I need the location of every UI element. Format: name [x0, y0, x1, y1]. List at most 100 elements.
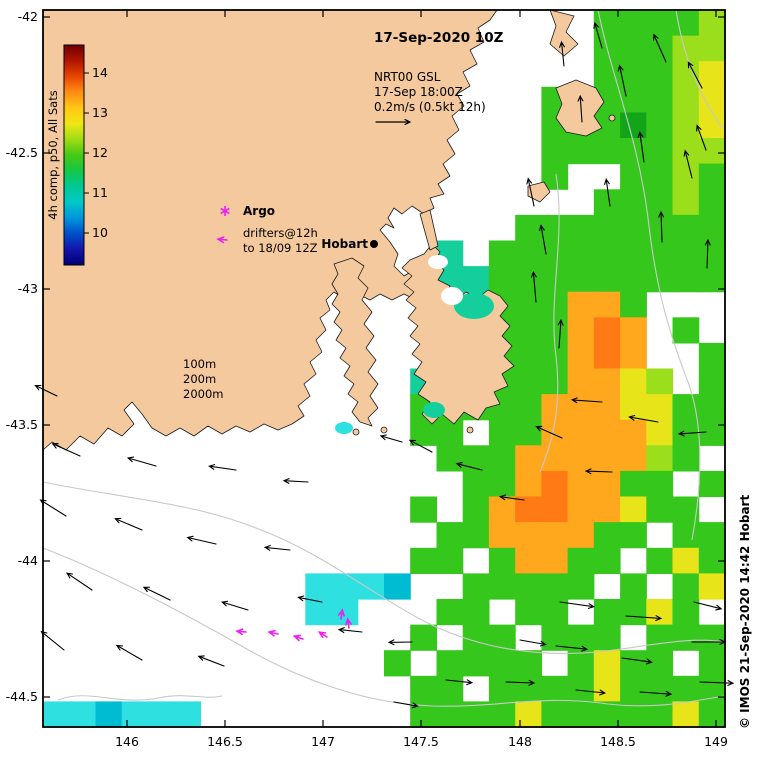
x-tick-label: 147.5 — [403, 734, 439, 749]
colorbar-tick-label: 14 — [92, 65, 108, 80]
sst-cell — [646, 650, 674, 677]
x-tick-label: 146 — [115, 734, 139, 749]
sst-cell — [698, 368, 726, 395]
current-vector-arrow — [570, 397, 603, 404]
sst-cell — [305, 573, 333, 600]
sst-cell — [410, 419, 437, 446]
colorbar-tick-label: 11 — [92, 185, 108, 200]
current-vector-arrow — [186, 535, 217, 545]
x-tick-label: 147 — [311, 734, 335, 749]
sst-cell — [672, 112, 700, 139]
sst-cell — [567, 214, 595, 242]
map-title: 17-Sep-2020 10Z — [374, 30, 504, 46]
sst-cell — [567, 240, 595, 267]
sst-cell — [698, 342, 726, 370]
sst-cell — [462, 650, 490, 677]
sst-cell — [620, 675, 647, 702]
sst-cell — [672, 35, 700, 62]
sst-cell — [488, 675, 516, 702]
bathymetry-contour — [57, 695, 223, 701]
sst-cell — [593, 547, 621, 574]
sst-cell — [646, 496, 674, 523]
sst-cell — [384, 573, 411, 600]
sst-cell — [488, 445, 516, 472]
sst-cell — [462, 470, 490, 498]
sst-cell — [672, 86, 700, 113]
sst-cell — [620, 10, 647, 37]
sst-cell — [593, 240, 621, 267]
velocity-scale-arrow — [375, 119, 412, 125]
sst-cell — [593, 522, 621, 549]
current-vector-arrow — [408, 439, 433, 453]
current-vector-arrow — [114, 517, 143, 531]
sst-cell — [593, 599, 621, 626]
sst-cell — [620, 112, 647, 139]
sst-cell — [410, 624, 437, 651]
sst-cell — [488, 419, 516, 446]
hobart-city-dot — [370, 240, 378, 248]
sst-cell — [620, 445, 647, 472]
sst-cell — [672, 266, 700, 293]
drifter-legend-arrow — [216, 236, 228, 244]
sst-cell — [593, 394, 621, 421]
sst-cell — [698, 189, 726, 216]
sst-cell — [436, 650, 464, 677]
sst-cell — [541, 394, 569, 421]
island — [555, 79, 605, 137]
sst-cell — [620, 189, 647, 216]
current-vector-arrow — [337, 627, 363, 634]
islet — [608, 114, 616, 122]
sst-cell — [436, 522, 464, 549]
sst-cell — [620, 342, 647, 370]
current-vector-arrow — [577, 94, 584, 123]
sst-cell — [515, 214, 542, 242]
current-vector-arrow — [683, 149, 693, 179]
current-vector-arrow — [593, 21, 603, 49]
sst-cell — [646, 394, 674, 421]
current-vector-arrow — [575, 689, 607, 696]
drifter-arrow — [267, 629, 279, 637]
sst-cell — [672, 675, 700, 702]
colorbar-tick-label: 10 — [92, 225, 108, 240]
sst-cell — [620, 573, 647, 600]
sst-cell — [541, 470, 569, 498]
sst-cell — [567, 266, 595, 293]
sst-cell — [541, 368, 569, 395]
current-vector-arrow — [625, 615, 663, 622]
sst-cell — [515, 496, 542, 523]
sst-cell — [620, 419, 647, 446]
sst-cell — [646, 61, 674, 88]
sst-cell — [541, 522, 569, 549]
sst-cell — [593, 10, 621, 37]
sst-cell — [593, 266, 621, 293]
sst-cell — [567, 394, 595, 421]
sst-cell — [646, 86, 674, 113]
nrt-line3: 0.2m/s (0.5kt 12h) — [374, 100, 486, 114]
y-tick-label: -42 — [18, 9, 38, 24]
sst-cell — [541, 138, 569, 165]
sst-cell — [305, 599, 333, 626]
sst-cell — [698, 61, 726, 88]
imos-credit: © IMOS 21-Sep-2020 14:42 Hobart — [738, 495, 752, 729]
y-tick-label: -43 — [18, 281, 38, 296]
sst-cell — [672, 573, 700, 600]
current-vector-arrow — [628, 414, 659, 423]
current-vector-arrow — [604, 178, 611, 207]
sst-cell — [593, 317, 621, 344]
colorbar-gradient-bar — [63, 44, 85, 266]
current-vector-arrow — [559, 601, 595, 609]
sst-cell — [462, 599, 490, 626]
y-tick-label: -43.5 — [6, 417, 38, 432]
sst-cell — [593, 470, 621, 498]
current-vector-arrow — [297, 595, 323, 603]
sst-cell — [541, 599, 569, 626]
sst-cell — [567, 650, 595, 677]
sst-cell — [672, 317, 700, 344]
sst-cell — [488, 701, 516, 728]
colorbar-tick-label: 13 — [92, 105, 108, 120]
y-tick-label: -44 — [18, 553, 38, 568]
sst-cell — [646, 445, 674, 472]
sst-cell — [462, 573, 490, 600]
sst-cell — [567, 291, 595, 318]
sst-cell — [488, 266, 516, 293]
